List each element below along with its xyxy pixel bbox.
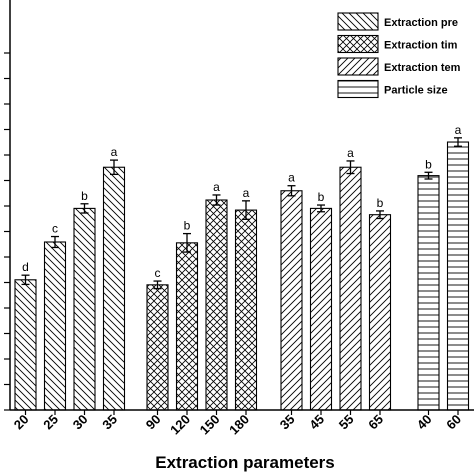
significance-letter: b bbox=[318, 190, 325, 204]
significance-letter: b bbox=[184, 219, 191, 233]
x-tick-label: 40 bbox=[414, 412, 435, 433]
x-tick-label: 30 bbox=[70, 412, 91, 433]
significance-letter: a bbox=[455, 123, 462, 137]
bar bbox=[205, 199, 228, 411]
x-tick-label: 150 bbox=[197, 412, 223, 438]
bar-group: a b a b bbox=[280, 146, 392, 411]
significance-letter: d bbox=[22, 260, 29, 274]
significance-letter: a bbox=[243, 186, 250, 200]
bar bbox=[43, 241, 67, 411]
bar bbox=[175, 242, 199, 411]
x-axis-label: Extraction parameters bbox=[155, 453, 335, 472]
x-tick-label: 55 bbox=[336, 412, 357, 433]
significance-letter: b bbox=[425, 157, 432, 171]
significance-letter: a bbox=[288, 171, 295, 185]
bar bbox=[102, 166, 126, 411]
x-tick-label: 20 bbox=[11, 412, 32, 433]
significance-letter: b bbox=[377, 196, 384, 210]
bar bbox=[339, 166, 362, 411]
x-tick-label: 45 bbox=[306, 412, 327, 433]
bar bbox=[14, 279, 37, 411]
legend-label: Extraction tim bbox=[384, 40, 458, 52]
legend-swatch bbox=[337, 12, 379, 31]
significance-letter: c bbox=[52, 222, 58, 236]
significance-letter: a bbox=[111, 145, 118, 159]
significance-letter: a bbox=[347, 146, 354, 160]
significance-letter: b bbox=[81, 189, 88, 203]
legend-item: Extraction pre bbox=[337, 12, 458, 31]
bar-group: ba bbox=[417, 123, 470, 411]
x-tick-label: 90 bbox=[143, 412, 164, 433]
legend: Extraction pre Extraction tim Extraction t… bbox=[337, 12, 461, 99]
significance-letter: a bbox=[213, 180, 220, 194]
legend-swatch bbox=[337, 57, 379, 76]
bar bbox=[368, 214, 392, 411]
bar bbox=[309, 207, 333, 411]
legend-label: Extraction tem bbox=[384, 62, 461, 74]
bar bbox=[234, 209, 258, 411]
legend-item: Extraction tem bbox=[337, 57, 461, 76]
bar bbox=[146, 284, 169, 411]
legend-item: Extraction tim bbox=[337, 34, 458, 54]
bar-group: d c b a bbox=[14, 145, 126, 411]
bar bbox=[73, 207, 96, 411]
legend-label: Particle size bbox=[384, 85, 448, 97]
legend-swatch bbox=[337, 79, 379, 99]
significance-letter: c bbox=[155, 266, 161, 280]
bar bbox=[446, 141, 470, 411]
x-tick-label: 35 bbox=[99, 412, 120, 433]
x-tick-label: 120 bbox=[167, 412, 193, 438]
bar-group: c b a a bbox=[146, 180, 258, 411]
x-tick-label: 180 bbox=[226, 412, 252, 438]
legend-item: Particle size bbox=[337, 79, 448, 99]
legend-label: Extraction pre bbox=[384, 17, 458, 29]
bar bbox=[280, 190, 303, 411]
x-tick-label: 60 bbox=[443, 412, 464, 433]
bar bbox=[417, 175, 440, 411]
x-tick-label: 65 bbox=[365, 412, 386, 433]
x-tick-label: 35 bbox=[277, 412, 298, 433]
legend-swatch bbox=[337, 34, 379, 54]
x-tick-label: 25 bbox=[40, 412, 61, 433]
